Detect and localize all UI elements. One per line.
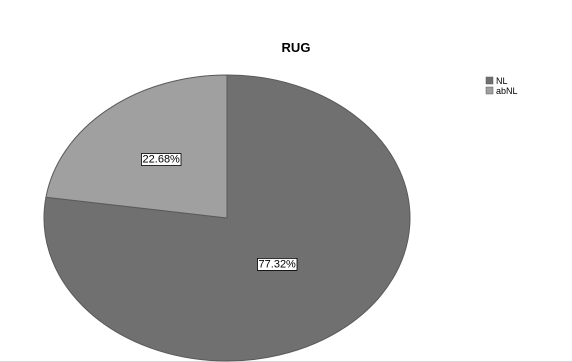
pie-slice-abnl [45, 74, 228, 219]
slice-label-abnl: 22.68% [141, 153, 182, 166]
legend-item-nl: NL [485, 76, 508, 86]
pie-slices [43, 74, 411, 362]
slice-label-box [257, 257, 298, 271]
legend-label: abNL [496, 86, 518, 96]
slice-label-nl: 77.32% [257, 257, 298, 271]
legend-label: NL [496, 76, 508, 86]
chart-title: RUG [282, 40, 311, 55]
legend-swatch [485, 86, 494, 95]
slice-label-text: 22.68% [143, 154, 181, 166]
legend-swatch [485, 76, 494, 85]
legend-item-abnl: abNL [485, 86, 518, 96]
slice-labels: 77.32% 22.68% [141, 153, 298, 271]
slice-label-box [141, 153, 182, 166]
slice-label-text: 77.32% [259, 258, 297, 270]
